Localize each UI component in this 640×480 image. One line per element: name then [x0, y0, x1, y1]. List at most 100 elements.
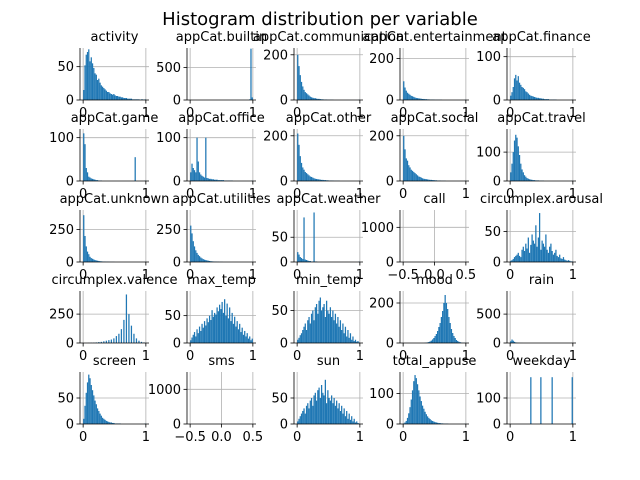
histogram-bar [307, 94, 309, 100]
x-tick-label: 1 [569, 106, 577, 121]
histogram-bar [318, 98, 320, 100]
histogram-bar [128, 314, 130, 343]
histogram-bar [203, 321, 206, 343]
histogram-bar [357, 422, 359, 424]
histogram-bar [551, 377, 553, 424]
y-tick-label: 0 [386, 94, 394, 109]
histogram-bar [442, 311, 444, 343]
histogram-bar [331, 395, 333, 424]
y-tick-label: 200 [369, 297, 394, 312]
panel-title: appCat.weather [276, 192, 381, 207]
histogram-bar [245, 336, 247, 343]
histogram-bar [431, 180, 434, 181]
histogram-bar [202, 327, 204, 343]
panel-title: appCat.game [71, 111, 159, 126]
histogram-bar [125, 294, 128, 343]
histogram-bar [221, 301, 223, 343]
y-tick-label: 0 [493, 418, 501, 433]
histogram-bar [354, 339, 357, 343]
histogram-bar [343, 333, 345, 343]
histogram-bar [332, 310, 334, 343]
histogram-bar [327, 310, 329, 343]
histogram-bar [205, 260, 207, 262]
histogram-bar [98, 342, 100, 343]
histogram-bar [88, 374, 90, 424]
histogram-bar [200, 257, 202, 262]
y-tick-label: 0 [493, 175, 501, 190]
histogram-bar [333, 398, 335, 424]
histogram-bar [344, 416, 347, 424]
histogram-bar [322, 179, 324, 181]
panel-title: appCat.travel [497, 111, 585, 126]
histogram-bar [215, 314, 217, 343]
histogram-bar [213, 179, 216, 181]
histogram-bar [322, 307, 324, 343]
histogram-bar [561, 258, 563, 262]
histogram-bar [314, 98, 316, 100]
histogram-bar [84, 236, 86, 262]
histogram-bar [406, 92, 409, 100]
histogram-bar [308, 175, 310, 181]
histogram-bar [352, 421, 354, 424]
histogram-bar [297, 54, 299, 100]
histogram-bar [310, 398, 313, 424]
histogram-bar [334, 313, 337, 343]
x-tick-label: 1 [142, 268, 150, 283]
y-tick-label: 200 [369, 52, 394, 67]
histogram-bar [319, 297, 321, 343]
x-tick-label: 1 [142, 187, 150, 202]
histogram-bar [522, 87, 524, 100]
histogram-bar [297, 133, 299, 181]
histogram-bar [203, 259, 206, 262]
histogram-bar [241, 327, 243, 343]
histogram-bar [319, 99, 321, 100]
histogram-bar [89, 256, 91, 262]
histogram-bar [454, 338, 456, 343]
histogram-bar [342, 413, 344, 424]
histogram-bar [336, 323, 338, 343]
histogram-bar [512, 258, 514, 262]
histogram-bar [319, 398, 321, 424]
histogram-bar [404, 149, 406, 181]
histogram-bar [536, 246, 538, 262]
figure-title: Histogram distribution per variable [162, 9, 478, 30]
histogram-bar [418, 176, 420, 181]
histogram-bar [307, 403, 309, 424]
histogram-bar [237, 329, 240, 343]
histogram-bar [302, 411, 304, 424]
histogram-bar [203, 177, 206, 181]
x-tick-label: 1 [249, 268, 257, 283]
histogram-bar [95, 74, 97, 100]
y-tick-label: 100 [156, 131, 181, 146]
histogram-bar [303, 326, 305, 343]
histogram-bar [308, 261, 310, 262]
histogram-bar [515, 134, 517, 181]
histogram-bar [123, 319, 125, 343]
histogram-bar [91, 63, 94, 100]
histogram-bar [210, 320, 212, 343]
histogram-bar [299, 416, 301, 424]
y-tick-label: 0 [386, 175, 394, 190]
histogram-bar [90, 178, 92, 181]
histogram-bar [192, 168, 194, 181]
histogram-bar [133, 333, 135, 343]
histogram-bar [339, 411, 342, 424]
histogram-bar [93, 68, 95, 100]
histogram-bar [297, 421, 299, 424]
histogram-bar [515, 255, 517, 262]
histogram-bar [124, 98, 126, 100]
histogram-bar [109, 422, 111, 424]
histogram-bar [533, 243, 536, 262]
histogram-bar [408, 413, 410, 424]
histogram-bar [527, 93, 529, 100]
x-tick-label: 1 [356, 268, 364, 283]
histogram-bar [540, 377, 542, 424]
histogram-bar [307, 260, 309, 262]
x-tick-label: 1 [356, 430, 364, 445]
histogram-bar [323, 304, 325, 343]
histogram-bar [120, 97, 123, 100]
x-tick-label: 0 [79, 187, 87, 202]
histogram-bar [424, 178, 426, 181]
histogram-bar [528, 252, 531, 262]
y-tick-label: 0 [280, 256, 288, 271]
